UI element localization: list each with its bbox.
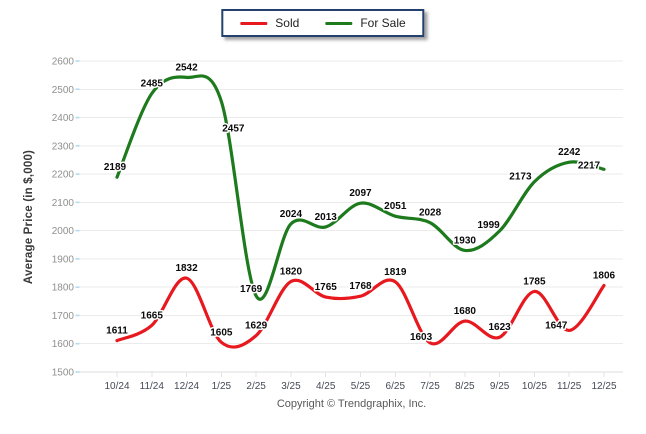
data-label: 1765 xyxy=(315,282,338,293)
data-label: 1768 xyxy=(349,281,372,292)
x-tick-label: 5/25 xyxy=(351,381,371,392)
y-tick-label: 2100 xyxy=(52,198,75,209)
x-tick-label: 10/25 xyxy=(522,381,547,392)
y-tick-label: 1700 xyxy=(52,311,75,322)
x-tick-label: 6/25 xyxy=(386,381,406,392)
data-label: 2173 xyxy=(509,172,532,183)
data-label: 2242 xyxy=(558,147,581,158)
y-tick-label: 2300 xyxy=(52,141,75,152)
data-label: 1629 xyxy=(245,321,268,332)
x-tick-label: 4/25 xyxy=(316,381,336,392)
y-tick-label: 2500 xyxy=(52,85,75,96)
x-tick-label: 2/25 xyxy=(246,381,266,392)
data-label: 1999 xyxy=(478,220,501,231)
x-tick-label: 11/24 xyxy=(140,381,165,392)
x-tick-label: 1/25 xyxy=(212,381,232,392)
x-tick-label: 7/25 xyxy=(420,381,440,392)
x-tick-label: 10/24 xyxy=(104,381,129,392)
data-label: 1603 xyxy=(410,332,433,343)
y-tick-label: 2000 xyxy=(52,226,75,237)
y-tick-label: 1500 xyxy=(52,368,75,379)
for-sale-line xyxy=(115,74,606,301)
data-label: 1820 xyxy=(280,267,303,278)
data-label: 2485 xyxy=(141,79,164,90)
y-tick-label: 2400 xyxy=(52,113,75,124)
data-label: 1665 xyxy=(141,310,164,321)
y-tick-label: 2200 xyxy=(52,170,75,181)
y-tick-label: 1900 xyxy=(52,254,75,265)
data-label: 1647 xyxy=(545,320,568,331)
x-tick-label: 3/25 xyxy=(281,381,301,392)
data-label: 2542 xyxy=(175,62,198,73)
data-label: 1623 xyxy=(489,322,512,333)
data-label: 2013 xyxy=(315,212,338,223)
data-label: 1611 xyxy=(106,326,128,337)
y-tick-label: 1600 xyxy=(52,339,75,350)
chart-legend: Sold For Sale xyxy=(221,9,425,37)
data-label: 1806 xyxy=(593,270,616,281)
y-tick-label: 2600 xyxy=(52,57,75,68)
data-label: 1605 xyxy=(210,327,233,338)
sold-line-swatch xyxy=(240,21,268,25)
data-label: 1769 xyxy=(240,284,263,295)
x-tick-label: 8/25 xyxy=(455,381,475,392)
data-label: 2051 xyxy=(384,201,407,212)
data-label: 2097 xyxy=(349,188,372,199)
data-label: 1832 xyxy=(175,263,198,274)
x-tick-label: 12/25 xyxy=(591,381,616,392)
data-label: 1930 xyxy=(454,235,477,246)
legend-item-for-sale: For Sale xyxy=(325,16,406,30)
data-label: 2024 xyxy=(280,209,303,220)
data-label: 1680 xyxy=(454,306,477,317)
legend-label-for-sale: For Sale xyxy=(360,16,406,30)
y-tick-label: 1800 xyxy=(52,283,75,294)
legend-label-sold: Sold xyxy=(275,16,300,30)
data-label: 2457 xyxy=(222,123,245,134)
data-label: 1785 xyxy=(523,276,546,287)
x-tick-label: 11/25 xyxy=(557,381,582,392)
x-tick-label: 12/24 xyxy=(174,381,199,392)
sold-line xyxy=(115,276,606,349)
data-label: 2189 xyxy=(104,162,127,173)
data-label: 1819 xyxy=(384,267,407,278)
data-label: 2028 xyxy=(419,208,442,219)
legend-item-sold: Sold xyxy=(240,16,299,30)
x-tick-label: 9/25 xyxy=(490,381,510,392)
for-sale-line-swatch xyxy=(325,21,353,25)
data-label: 2217 xyxy=(578,160,601,171)
copyright-text: Copyright © Trendgraphix, Inc. xyxy=(276,398,427,410)
